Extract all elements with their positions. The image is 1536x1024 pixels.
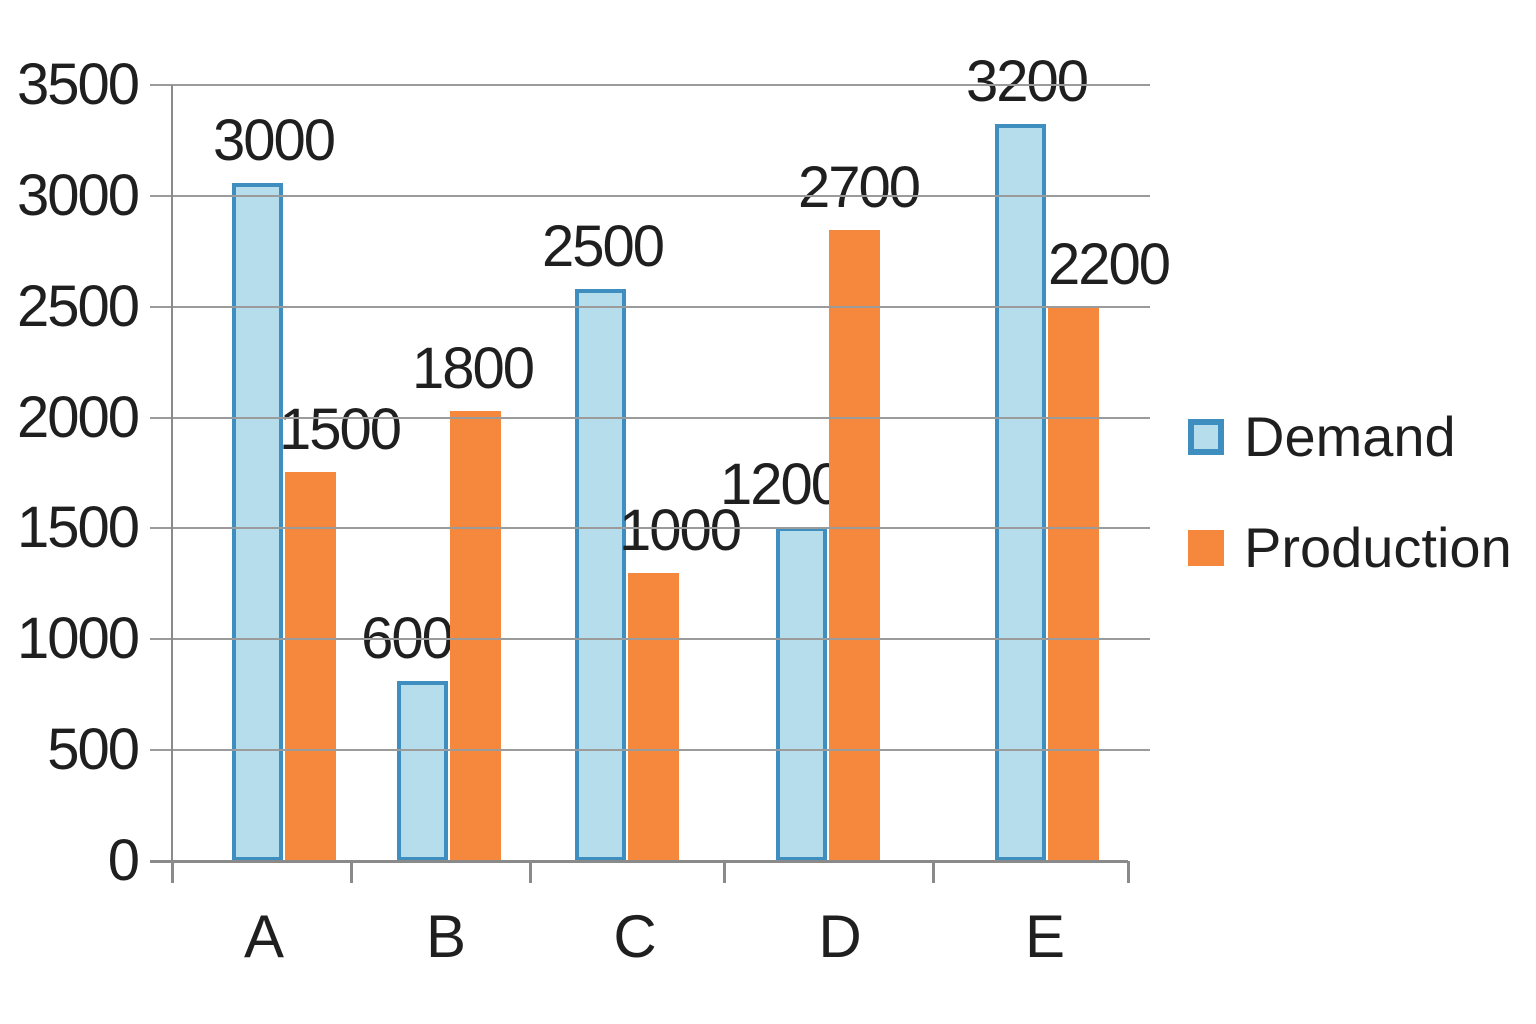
demand-value-label-e: 3200 — [965, 49, 1089, 114]
gridline — [150, 749, 1150, 752]
production-bar-b — [450, 411, 501, 861]
production-bar-e — [1048, 307, 1099, 861]
y-axis-tick-label: 2500 — [16, 273, 140, 339]
x-axis-tick — [932, 861, 935, 883]
y-axis-tick-label: 1000 — [16, 606, 140, 672]
x-axis-category-label-b: B — [425, 903, 467, 970]
production-swatch-icon — [1188, 530, 1224, 566]
y-axis-tick-label: 500 — [47, 717, 140, 783]
production-bar-d — [829, 230, 880, 861]
gridline — [150, 194, 1150, 197]
demand-bar-c — [575, 289, 626, 861]
x-axis-category-label-e: E — [1024, 903, 1066, 970]
production-value-label-c: 1000 — [618, 498, 742, 563]
x-axis-category-label-d: D — [818, 903, 862, 970]
y-axis-tick-label: 1500 — [16, 495, 140, 561]
production-value-label-a: 1500 — [278, 397, 402, 462]
y-axis-line — [171, 85, 173, 861]
production-bar-c — [628, 573, 679, 861]
x-axis-tick — [529, 861, 532, 883]
demand-bar-b — [397, 681, 448, 861]
x-axis-tick — [171, 861, 174, 883]
x-axis-category-label-c: C — [613, 903, 657, 970]
demand-bar-d — [776, 527, 827, 861]
plot-area: 3000 1500 600 1800 2500 1000 1200 2700 3200 2200 — [172, 53, 1171, 861]
gridline — [150, 638, 1150, 641]
y-axis-tick-label: 3500 — [16, 52, 140, 117]
demand-swatch-icon — [1188, 419, 1224, 455]
gridline — [150, 84, 1150, 86]
gridline — [150, 527, 1150, 530]
x-axis-tick — [1127, 861, 1130, 883]
legend-item-production: Production — [1188, 519, 1512, 577]
legend-label-demand: Demand — [1244, 405, 1456, 468]
demand-value-label-a: 3000 — [212, 108, 336, 173]
legend-label-production: Production — [1244, 516, 1512, 579]
chart-legend: Demand Production — [1188, 408, 1512, 577]
x-axis-category-label-a: A — [243, 903, 285, 970]
demand-value-label-d: 1200 — [719, 452, 843, 517]
legend-item-demand: Demand — [1188, 408, 1512, 466]
demand-value-label-c: 2500 — [541, 214, 665, 279]
production-value-label-e: 2200 — [1047, 232, 1171, 297]
production-value-label-b: 1800 — [411, 336, 535, 401]
production-value-label-d: 2700 — [797, 155, 921, 220]
demand-bar-e — [995, 124, 1046, 861]
x-axis-tick — [723, 861, 726, 883]
gridline — [150, 305, 1150, 308]
gridline — [150, 416, 1150, 419]
y-axis-tick-label: 0 — [107, 828, 140, 893]
x-axis-line — [150, 860, 1128, 863]
y-axis-tick-label: 2000 — [16, 384, 140, 450]
x-axis-tick — [350, 861, 353, 883]
production-bar-a — [285, 472, 336, 861]
y-axis-tick-label: 3000 — [16, 162, 140, 228]
demand-bar-a — [232, 183, 283, 861]
